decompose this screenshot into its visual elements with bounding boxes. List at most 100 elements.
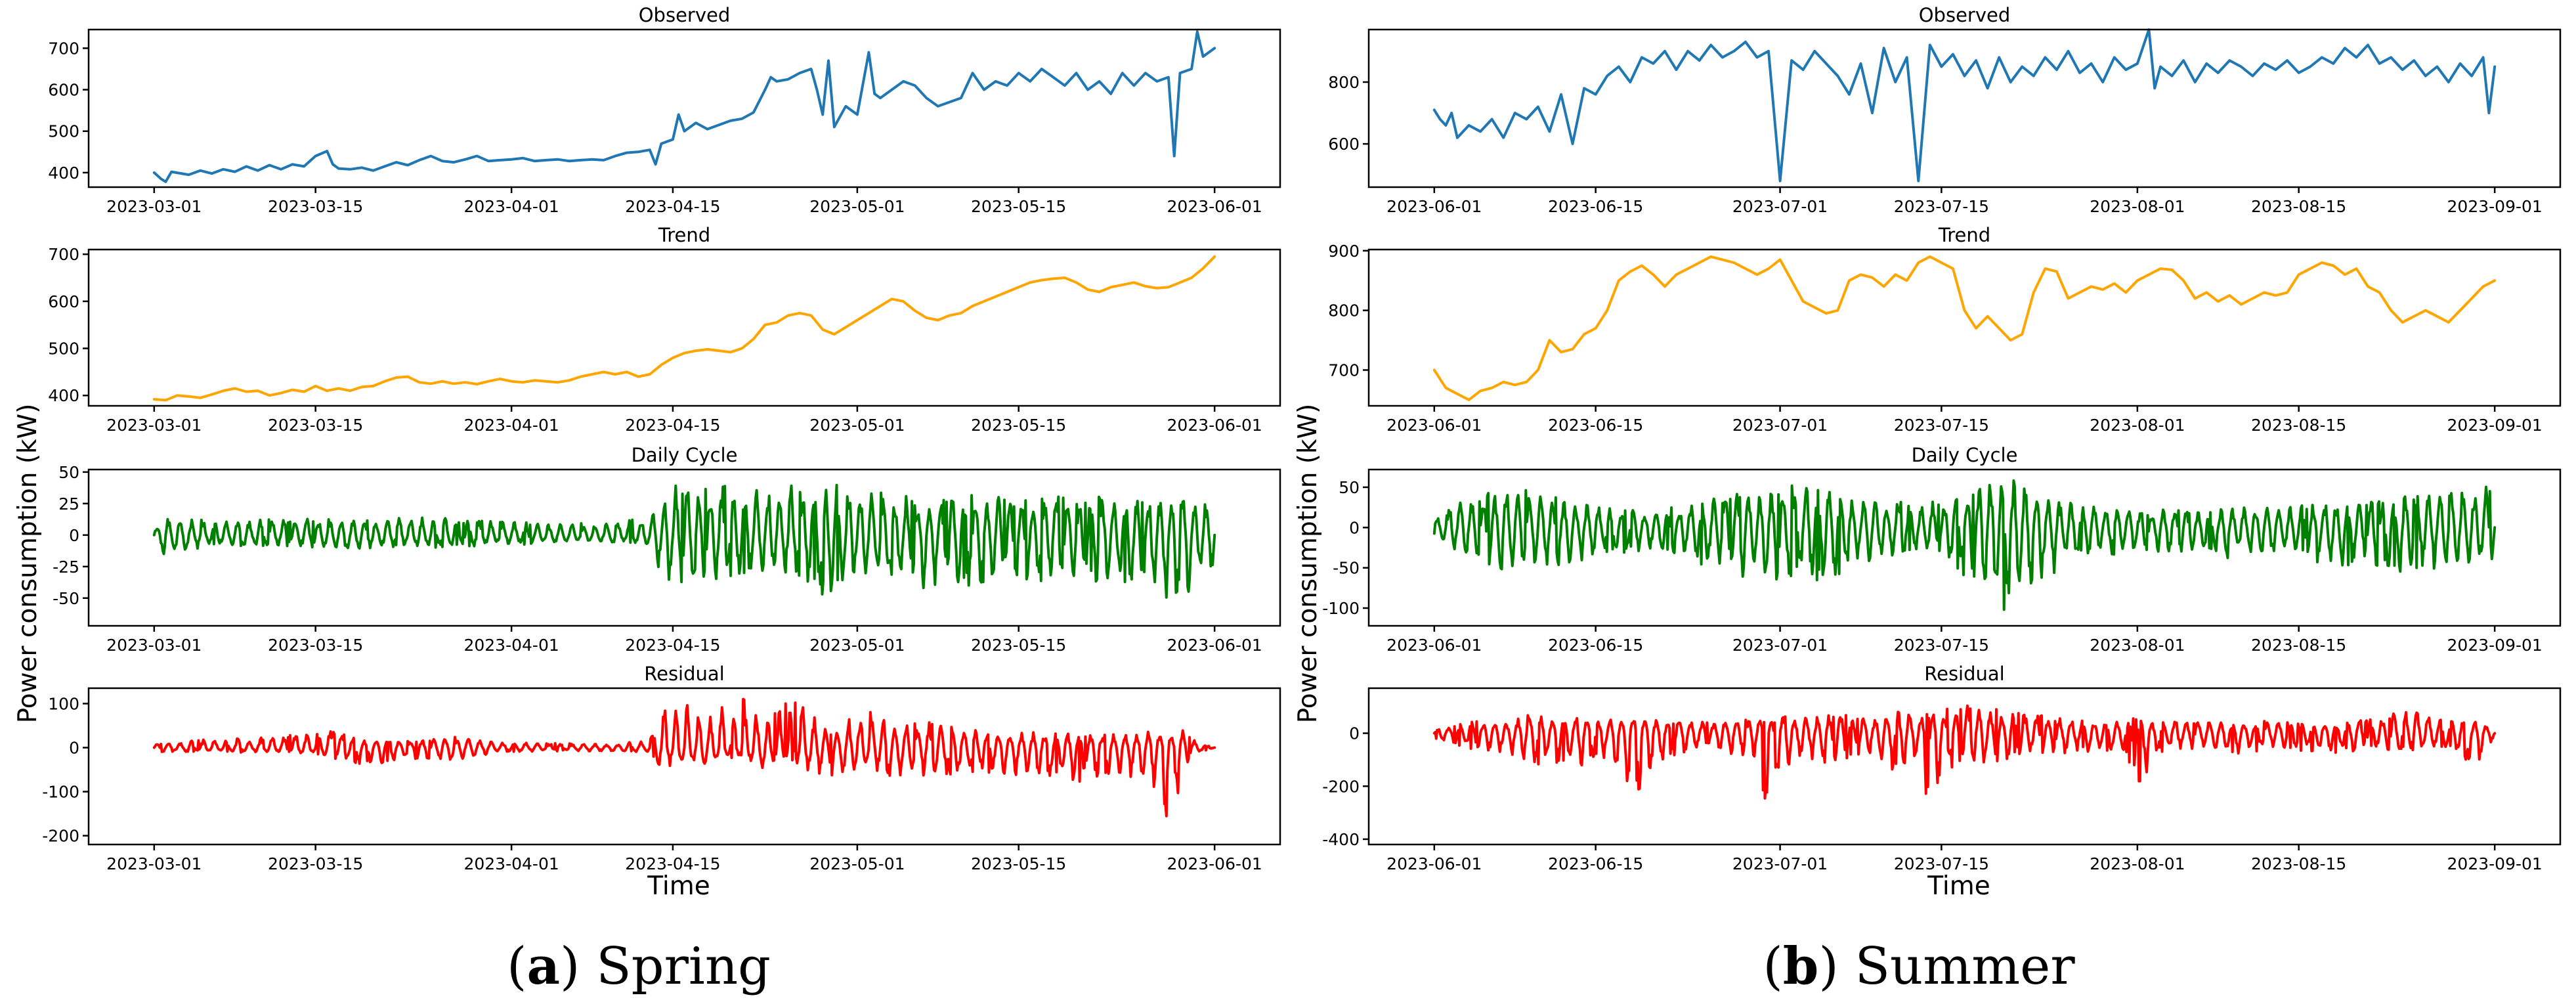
x-tick-label: 2023-04-15 [625,197,720,216]
x-tick-label: 2023-08-15 [2251,416,2346,435]
x-tick-label: 2023-06-15 [1548,416,1643,435]
spring-trend-panel: Trend 400 500 600 700 2023-03-01 2023-03-15 202… [48,224,1281,435]
spring-residual-title: Residual [644,663,724,685]
x-tick-label: 2023-06-01 [1167,636,1262,655]
x-tick-label: 2023-05-15 [971,197,1066,216]
y-tick-label: 500 [48,122,79,141]
y-tick-label: -25 [53,558,79,577]
y-tick-label: -50 [53,589,79,608]
x-tick-label: 2023-08-01 [2090,854,2185,873]
y-tick-label: -50 [1333,559,1360,578]
x-tick-label: 2023-08-15 [2251,854,2346,873]
spring-ylabel: Power consumption (kW) [13,404,43,724]
summer-residual-frame [1367,687,2562,846]
spring-daily-cycle-panel: Daily Cycle -50 -25 0 25 50 2023-03-01 2023-03-… [53,444,1281,655]
y-tick-label: 100 [48,694,79,713]
x-tick-label: 2023-06-15 [1548,197,1643,216]
x-tick-label: 2023-09-01 [2447,636,2543,655]
x-tick-label: 2023-05-01 [809,416,905,435]
y-tick-label: 0 [69,526,79,545]
spring-observed-panel: Observed 400 500 600 700 2023-03-01 2023-03-15… [48,4,1281,216]
x-tick-label: 2023-05-01 [809,636,905,655]
y-tick-label: 800 [1328,73,1360,92]
summer-trend-frame [1367,248,2562,407]
summer-daily-cycle-title: Daily Cycle [1912,444,2018,466]
summer-residual-panel: Residual -400 -200 0 2023-06-01 2023-06-15 202… [1322,663,2562,873]
x-tick-label: 2023-07-15 [1894,197,1989,216]
x-tick-label: 2023-04-01 [463,636,559,655]
y-tick-label: 600 [48,81,79,100]
summer-trend-panel: Trend 700 800 900 2023-06-01 2023-06-15 2023-0… [1328,224,2562,435]
x-tick-label: 2023-09-01 [2447,854,2543,873]
x-tick-label: 2023-06-01 [1167,197,1262,216]
spring-trend-title: Trend [658,224,710,246]
caption-summer: (b) Summer [1763,936,2075,996]
x-tick-label: 2023-08-15 [2251,636,2346,655]
y-tick-label: 900 [1328,242,1360,261]
x-tick-label: 2023-06-01 [1386,636,1482,655]
x-tick-label: 2023-04-01 [463,854,559,873]
spring-residual-series-line [152,697,1216,818]
y-tick-label: -100 [1322,599,1360,618]
x-tick-label: 2023-04-01 [463,416,559,435]
x-tick-label: 2023-07-15 [1894,416,1989,435]
x-tick-label: 2023-06-01 [1167,416,1262,435]
spring-residual-panel: Residual -200 -100 0 100 2023-03-01 2023-03-15… [42,663,1281,873]
summer-residual-title: Residual [1924,663,2004,685]
y-tick-label: 25 [58,494,79,514]
summer-chart-column: Observed 600 800 2023-06-01 2023-06-15 2023-0… [1322,4,2562,873]
x-tick-label: 2023-06-01 [1167,854,1262,873]
summer-trend-title: Trend [1938,224,1990,246]
x-tick-label: 2023-03-01 [106,636,202,655]
y-tick-label: 50 [58,463,79,482]
x-tick-label: 2023-05-15 [971,416,1066,435]
x-tick-label: 2023-04-01 [463,197,559,216]
x-tick-label: 2023-08-01 [2090,416,2185,435]
x-tick-label: 2023-07-01 [1732,636,1828,655]
y-tick-label: -100 [42,783,79,802]
y-tick-label: -200 [42,827,79,846]
x-tick-label: 2023-05-15 [971,854,1066,873]
y-tick-label: 600 [1328,135,1360,154]
x-tick-label: 2023-04-15 [625,636,720,655]
summer-daily-cycle-frame [1367,468,2562,627]
y-tick-label: 700 [48,39,79,58]
x-tick-label: 2023-03-15 [268,636,363,655]
y-tick-label: 0 [69,739,79,758]
y-tick-label: 600 [48,292,79,311]
y-tick-label: 700 [48,245,79,264]
caption-spring: (a) Spring [507,936,771,996]
x-tick-label: 2023-07-01 [1732,416,1828,435]
y-tick-label: 500 [48,340,79,359]
x-tick-label: 2023-03-01 [106,197,202,216]
summer-observed-series-line [1432,28,2497,183]
summer-trend-series-line [1432,255,2497,401]
summer-residual-series-line [1432,704,2497,800]
x-tick-label: 2023-05-15 [971,636,1066,655]
summer-observed-title: Observed [1919,4,2011,26]
x-tick-label: 2023-03-15 [268,416,363,435]
y-tick-label: 0 [1349,518,1360,537]
spring-observed-series-line [152,30,1216,183]
x-tick-label: 2023-04-15 [625,854,720,873]
y-tick-label: 800 [1328,301,1360,320]
summer-observed-panel: Observed 600 800 2023-06-01 2023-06-15 2023-0… [1328,4,2562,216]
spring-daily-cycle-series-line [152,483,1216,599]
y-tick-label: 400 [48,386,79,405]
x-tick-label: 2023-06-01 [1386,197,1482,216]
y-tick-label: 0 [1349,724,1360,743]
summer-daily-cycle-series-line [1432,479,2497,611]
x-tick-label: 2023-06-01 [1386,854,1482,873]
x-tick-label: 2023-05-01 [809,197,905,216]
x-tick-label: 2023-03-15 [268,197,363,216]
x-tick-label: 2023-06-15 [1548,854,1643,873]
x-tick-label: 2023-07-01 [1732,854,1828,873]
x-tick-label: 2023-03-01 [106,416,202,435]
spring-trend-frame [87,248,1281,407]
x-tick-label: 2023-06-15 [1548,636,1643,655]
x-tick-label: 2023-07-15 [1894,854,1989,873]
x-tick-label: 2023-07-01 [1732,197,1828,216]
y-tick-label: -200 [1322,777,1360,796]
